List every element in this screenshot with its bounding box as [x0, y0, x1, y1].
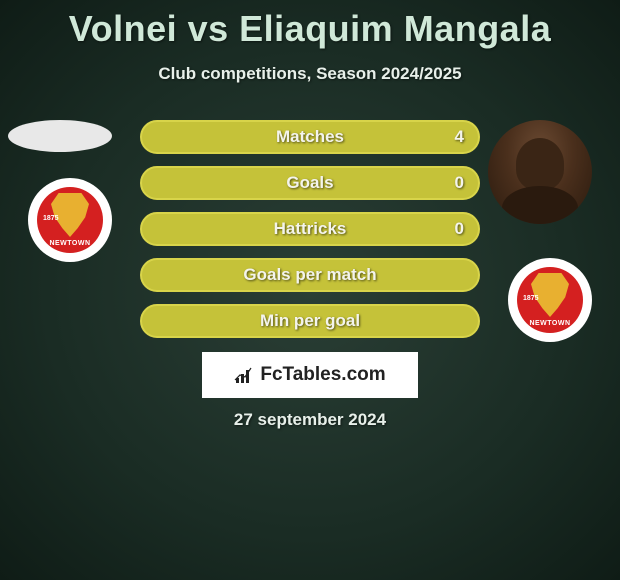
badge-club-name: NEWTOWN [517, 320, 583, 327]
stat-label: Matches [142, 127, 478, 147]
player-right-avatar [488, 120, 592, 224]
badge-year: 1875 [43, 215, 59, 222]
crest-icon: 1875 NEWTOWN [37, 187, 103, 253]
subtitle: Club competitions, Season 2024/2025 [0, 64, 620, 84]
stat-value: 0 [455, 173, 464, 193]
stat-value: 4 [455, 127, 464, 147]
barchart-icon [234, 366, 256, 384]
stat-value: 0 [455, 219, 464, 239]
badge-club-name: NEWTOWN [37, 240, 103, 247]
stat-label: Hattricks [142, 219, 478, 239]
club-badge-left: 1875 NEWTOWN [28, 178, 112, 262]
player-left-avatar [8, 120, 112, 152]
stat-label: Min per goal [142, 311, 478, 331]
stat-label: Goals [142, 173, 478, 193]
crest-icon: 1875 NEWTOWN [517, 267, 583, 333]
page-title: Volnei vs Eliaquim Mangala [0, 0, 620, 50]
club-badge-right: 1875 NEWTOWN [508, 258, 592, 342]
stat-row-goals: Goals 0 [140, 166, 480, 200]
stat-row-goals-per-match: Goals per match [140, 258, 480, 292]
stat-row-min-per-goal: Min per goal [140, 304, 480, 338]
stat-row-matches: Matches 4 [140, 120, 480, 154]
logo-text: FcTables.com [260, 364, 385, 386]
stat-label: Goals per match [142, 265, 478, 285]
source-logo: FcTables.com [202, 352, 418, 398]
badge-year: 1875 [523, 295, 539, 302]
stat-row-hattricks: Hattricks 0 [140, 212, 480, 246]
date-text: 27 september 2024 [0, 410, 620, 430]
